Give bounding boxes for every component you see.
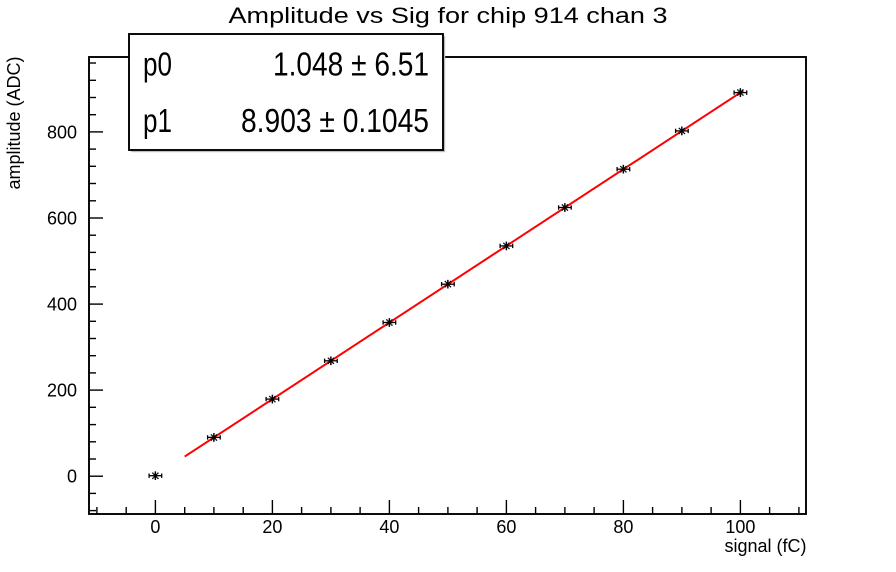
svg-text:800: 800 [47,122,77,142]
svg-text:0: 0 [67,467,77,487]
svg-text:60: 60 [496,517,516,537]
svg-text:80: 80 [613,517,633,537]
svg-text:20: 20 [262,517,282,537]
svg-text:100: 100 [725,517,755,537]
svg-text:signal (fC): signal (fC) [724,536,806,556]
svg-text:8.903 ± 0.1045: 8.903 ± 0.1045 [241,102,429,139]
svg-text:1.048 ± 6.51: 1.048 ± 6.51 [273,46,429,83]
svg-text:600: 600 [47,209,77,229]
svg-text:p0: p0 [143,46,172,83]
svg-text:p1: p1 [143,102,172,139]
svg-text:amplitude (ADC): amplitude (ADC) [4,56,24,189]
svg-text:0: 0 [150,517,160,537]
svg-text:40: 40 [379,517,399,537]
svg-text:Amplitude vs Sig for chip 914: Amplitude vs Sig for chip 914 chan 3 [229,3,668,28]
svg-text:400: 400 [47,295,77,315]
svg-text:200: 200 [47,381,77,401]
